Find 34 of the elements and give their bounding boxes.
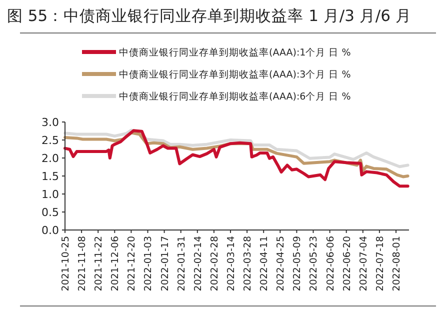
x-tick-label: 2022-04-25 [276,236,287,292]
x-tick-label: 2022-05-09 [292,236,304,292]
y-tick-label: 2.5 [42,134,59,147]
y-tick-label: 0.5 [42,206,59,219]
x-tick-label: 2022-03-14 [226,236,237,292]
y-tick-label: 3.0 [42,116,59,129]
legend-label: 中债商业银行同业存单到期收益率(AAA):6个月 日 % [119,90,351,102]
x-tick-label: 2022-06-20 [342,236,353,292]
line-series [64,128,410,168]
x-tick-label: 2021-11-22 [94,236,105,292]
x-tick-label: 2022-08-01 [391,236,402,292]
legend-label: 中债商业银行同业存单到期收益率(AAA):3个月 日 % [119,68,351,80]
chart-title: 图 55：中债商业银行同业存单到期收益率 1 月/3 月/6 月 [7,7,412,25]
y-tick-label: 2.0 [42,152,59,165]
x-tick-label: 2022-02-14 [192,236,204,292]
x-tick-label: 2022-01-03 [143,236,154,292]
line-series [64,129,410,188]
y-tick-label: 0.0 [42,224,59,237]
x-tick-label: 2021-10-25 [60,236,72,292]
x-tick-label: 2021-11-08 [77,236,88,292]
x-tick-label: 2021-12-20 [126,236,138,292]
y-tick-label: 1.0 [42,188,59,201]
x-tick-label: 2022-04-11 [259,236,270,292]
x-tick-label: 2022-01-17 [160,236,171,292]
y-tick-label: 1.5 [42,170,59,183]
legend-label: 中债商业银行同业存单到期收益率(AAA):1个月 日 % [119,46,351,58]
x-tick-label: 2022-07-04 [358,236,370,292]
x-tick-label: 2022-06-06 [325,236,336,292]
x-tick-label: 2022-05-23 [308,236,320,292]
x-tick-label: 2022-02-28 [209,236,220,292]
x-tick-label: 2022-03-28 [242,236,254,292]
x-tick-label: 2021-12-06 [110,236,122,292]
x-tick-label: 2022-01-31 [176,236,188,292]
x-tick-label: 2022-07-18 [374,236,386,292]
